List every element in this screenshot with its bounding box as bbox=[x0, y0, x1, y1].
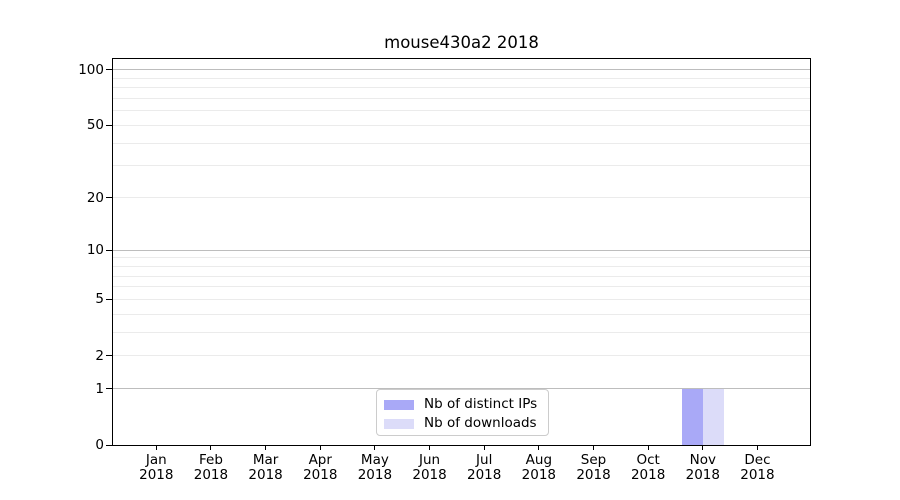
x-tick-year: 2018 bbox=[630, 466, 666, 483]
y-tick-mark-1 bbox=[106, 388, 112, 390]
bar-distinct-ips-nov bbox=[681, 388, 703, 445]
gridline-major-100 bbox=[113, 69, 810, 71]
gridline-minor-2 bbox=[113, 355, 810, 357]
x-tick-year: 2018 bbox=[685, 466, 720, 483]
legend-label-distinct-ips: Nb of distinct IPs bbox=[424, 396, 538, 412]
y-tick-mark-20 bbox=[106, 197, 112, 199]
x-tick-month: Jun bbox=[419, 452, 441, 468]
gridline-minor-5 bbox=[113, 298, 810, 300]
y-tick-mark-0 bbox=[106, 444, 112, 446]
x-tick-month: May bbox=[360, 452, 389, 468]
gridline-minor-70 bbox=[113, 98, 810, 100]
gridline-minor-50 bbox=[113, 124, 810, 126]
y-tick-mark-2 bbox=[106, 355, 112, 357]
legend-swatch-downloads bbox=[384, 418, 414, 429]
bar-downloads-nov bbox=[702, 388, 725, 445]
x-tick-month: Sep bbox=[580, 452, 607, 468]
x-tick-month: Mar bbox=[252, 452, 279, 468]
x-tick-mark-sep bbox=[593, 445, 594, 450]
x-tick-year: 2018 bbox=[467, 466, 502, 483]
legend-swatch-distinct-ips bbox=[384, 399, 414, 410]
x-axis-tick-label-feb: Feb 2018 bbox=[176, 453, 246, 482]
gridline-minor-20 bbox=[113, 197, 810, 199]
x-axis-tick-label-dec: Dec 2018 bbox=[722, 453, 792, 482]
y-tick-mark-100 bbox=[106, 69, 112, 71]
plot-area: Nb of distinct IPs Nb of downloads bbox=[106, 58, 811, 450]
legend-label-downloads: Nb of downloads bbox=[424, 415, 537, 431]
x-axis-tick-label-aug: Aug 2018 bbox=[504, 453, 574, 482]
x-tick-year: 2018 bbox=[357, 466, 393, 483]
x-axis-tick-label-jun: Jun 2018 bbox=[395, 453, 465, 482]
x-tick-month: Nov bbox=[689, 452, 716, 468]
y-tick-mark-10 bbox=[106, 249, 112, 251]
x-axis-tick-label-sep: Sep 2018 bbox=[559, 453, 629, 482]
gridline-minor-7 bbox=[113, 275, 810, 277]
y-axis-tick-label-2: 2 bbox=[95, 347, 104, 364]
x-tick-mark-jul bbox=[483, 445, 485, 450]
x-tick-mark-mar bbox=[265, 445, 267, 450]
x-tick-month: Jul bbox=[476, 452, 493, 468]
x-tick-year: 2018 bbox=[521, 466, 557, 483]
x-axis-tick-label-nov: Nov 2018 bbox=[668, 453, 738, 482]
y-axis-tick-label-5: 5 bbox=[95, 291, 104, 308]
gridline-minor-9 bbox=[113, 257, 810, 259]
x-tick-year: 2018 bbox=[139, 466, 174, 483]
y-axis-tick-label-20: 20 bbox=[86, 189, 104, 206]
y-tick-mark-5 bbox=[106, 298, 112, 300]
x-tick-mark-oct bbox=[647, 445, 649, 450]
x-tick-year: 2018 bbox=[303, 466, 338, 483]
gridline-minor-3 bbox=[113, 331, 810, 333]
legend-row-distinct-ips: Nb of distinct IPs bbox=[384, 395, 540, 414]
gridline-minor-80 bbox=[113, 87, 810, 89]
x-tick-month: Feb bbox=[198, 452, 223, 468]
legend-row-downloads: Nb of downloads bbox=[384, 414, 540, 433]
gridline-minor-8 bbox=[113, 265, 810, 267]
y-axis-tick-label-0: 0 bbox=[95, 437, 104, 453]
x-tick-year: 2018 bbox=[740, 466, 775, 483]
x-axis-tick-label-jan: Jan 2018 bbox=[121, 453, 191, 482]
x-tick-year: 2018 bbox=[576, 466, 611, 483]
x-tick-month: Dec bbox=[744, 452, 771, 468]
x-axis-tick-label-mar: Mar 2018 bbox=[231, 453, 301, 482]
x-tick-mark-feb bbox=[210, 445, 212, 450]
x-axis-tick-label-may: May 2018 bbox=[340, 453, 410, 482]
x-tick-year: 2018 bbox=[193, 466, 229, 483]
gridline-minor-40 bbox=[113, 142, 810, 144]
x-axis-tick-label-oct: Oct 2018 bbox=[613, 453, 683, 482]
x-tick-month: Jan bbox=[145, 452, 167, 468]
y-axis-tick-label-1: 1 bbox=[95, 380, 104, 397]
x-tick-year: 2018 bbox=[412, 466, 447, 483]
x-tick-month: Aug bbox=[525, 452, 553, 468]
x-tick-mark-apr bbox=[319, 445, 321, 450]
x-tick-mark-jan bbox=[155, 445, 157, 450]
gridline-minor-4 bbox=[113, 313, 810, 315]
y-axis-tick-label-100: 100 bbox=[78, 61, 104, 78]
x-tick-mark-may bbox=[374, 445, 376, 450]
gridline-minor-6 bbox=[113, 286, 810, 288]
y-tick-mark-50 bbox=[106, 124, 112, 126]
gridline-major-1 bbox=[113, 388, 810, 390]
x-tick-mark-nov bbox=[702, 445, 704, 450]
x-axis-tick-label-jul: Jul 2018 bbox=[449, 453, 519, 482]
gridline-minor-90 bbox=[113, 77, 810, 79]
chart-title: mouse430a2 2018 bbox=[384, 33, 539, 52]
gridline-minor-60 bbox=[113, 110, 810, 112]
gridline-minor-30 bbox=[113, 165, 810, 167]
x-tick-mark-jun bbox=[429, 445, 431, 450]
x-tick-month: Apr bbox=[308, 452, 332, 468]
x-tick-month: Oct bbox=[636, 452, 660, 468]
legend: Nb of distinct IPs Nb of downloads bbox=[376, 389, 549, 436]
x-tick-mark-aug bbox=[538, 445, 540, 450]
y-axis-tick-label-10: 10 bbox=[86, 242, 104, 259]
y-axis-tick-label-50: 50 bbox=[86, 117, 104, 134]
gridline-major-10 bbox=[113, 249, 810, 251]
x-axis-tick-label-apr: Apr 2018 bbox=[285, 453, 355, 482]
x-tick-mark-dec bbox=[756, 445, 758, 450]
x-tick-year: 2018 bbox=[248, 466, 283, 483]
